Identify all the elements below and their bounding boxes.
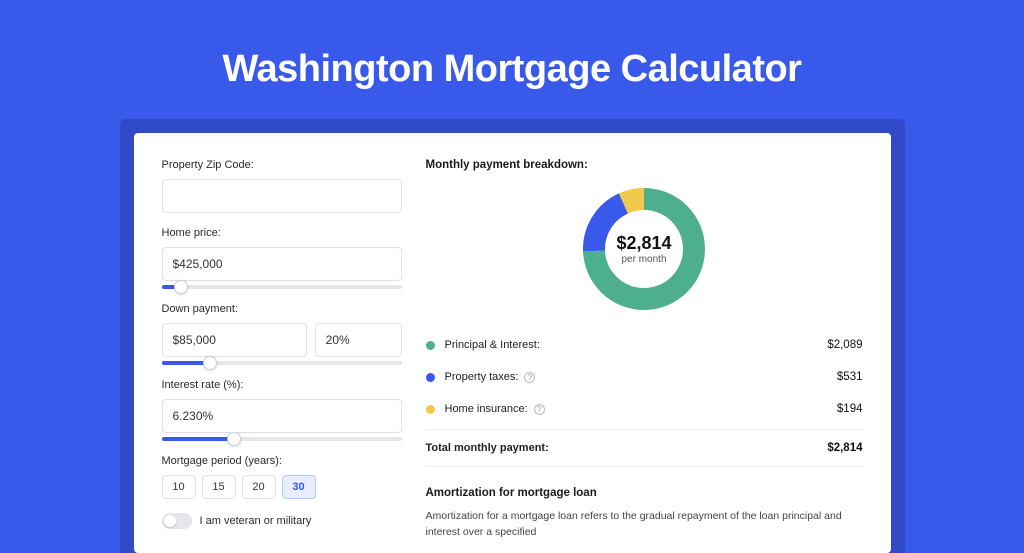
down-payment-field: Down payment: — [162, 303, 402, 365]
down-payment-label: Down payment: — [162, 303, 402, 315]
amortization-title: Amortization for mortgage loan — [426, 487, 863, 499]
period-label: Mortgage period (years): — [162, 455, 402, 467]
period-option-30[interactable]: 30 — [282, 475, 316, 499]
home-price-field: Home price: — [162, 227, 402, 289]
donut-chart: $2,814 per month — [426, 181, 863, 329]
veteran-toggle[interactable] — [162, 513, 192, 529]
breakdown-panel: Monthly payment breakdown: $2,814 per mo… — [426, 159, 863, 553]
total-value: $2,814 — [827, 442, 862, 454]
legend-value-tax: $531 — [837, 371, 863, 383]
donut-sub: per month — [621, 254, 666, 265]
home-price-label: Home price: — [162, 227, 402, 239]
total-row: Total monthly payment: $2,814 — [426, 429, 863, 467]
total-label: Total monthly payment: — [426, 442, 549, 454]
veteran-row: I am veteran or military — [162, 513, 402, 529]
page-title: Washington Mortgage Calculator — [0, 48, 1024, 91]
period-option-15[interactable]: 15 — [202, 475, 236, 499]
legend-dot-pi — [426, 341, 435, 350]
zip-input[interactable] — [162, 179, 402, 213]
calculator-card: Property Zip Code: Home price: Down paym… — [134, 133, 891, 553]
info-icon[interactable]: ? — [524, 372, 535, 383]
legend-row-pi: Principal & Interest:$2,089 — [426, 329, 863, 361]
info-icon[interactable]: ? — [534, 404, 545, 415]
veteran-label: I am veteran or military — [200, 515, 312, 527]
down-payment-slider[interactable] — [162, 361, 402, 365]
period-option-20[interactable]: 20 — [242, 475, 276, 499]
form-panel: Property Zip Code: Home price: Down paym… — [162, 159, 402, 553]
interest-rate-label: Interest rate (%): — [162, 379, 402, 391]
interest-rate-slider[interactable] — [162, 437, 402, 441]
card-frame: Property Zip Code: Home price: Down paym… — [120, 119, 905, 553]
legend-label-tax: Property taxes:? — [445, 371, 837, 383]
legend-value-ins: $194 — [837, 403, 863, 415]
breakdown-title: Monthly payment breakdown: — [426, 159, 863, 171]
down-payment-amount-input[interactable] — [162, 323, 307, 357]
interest-rate-input[interactable] — [162, 399, 402, 433]
legend-dot-tax — [426, 373, 435, 382]
legend-row-tax: Property taxes:?$531 — [426, 361, 863, 393]
legend-label-ins: Home insurance:? — [445, 403, 837, 415]
period-option-10[interactable]: 10 — [162, 475, 196, 499]
down-payment-percent-input[interactable] — [315, 323, 402, 357]
zip-field: Property Zip Code: — [162, 159, 402, 213]
legend-dot-ins — [426, 405, 435, 414]
zip-label: Property Zip Code: — [162, 159, 402, 171]
home-price-slider[interactable] — [162, 285, 402, 289]
legend-label-pi: Principal & Interest: — [445, 339, 828, 351]
legend-value-pi: $2,089 — [827, 339, 862, 351]
amortization-text: Amortization for a mortgage loan refers … — [426, 509, 863, 541]
period-field: Mortgage period (years): 10152030 — [162, 455, 402, 499]
donut-amount: $2,814 — [616, 233, 671, 254]
interest-rate-field: Interest rate (%): — [162, 379, 402, 441]
toggle-knob — [164, 515, 176, 527]
home-price-input[interactable] — [162, 247, 402, 281]
legend-row-ins: Home insurance:?$194 — [426, 393, 863, 425]
